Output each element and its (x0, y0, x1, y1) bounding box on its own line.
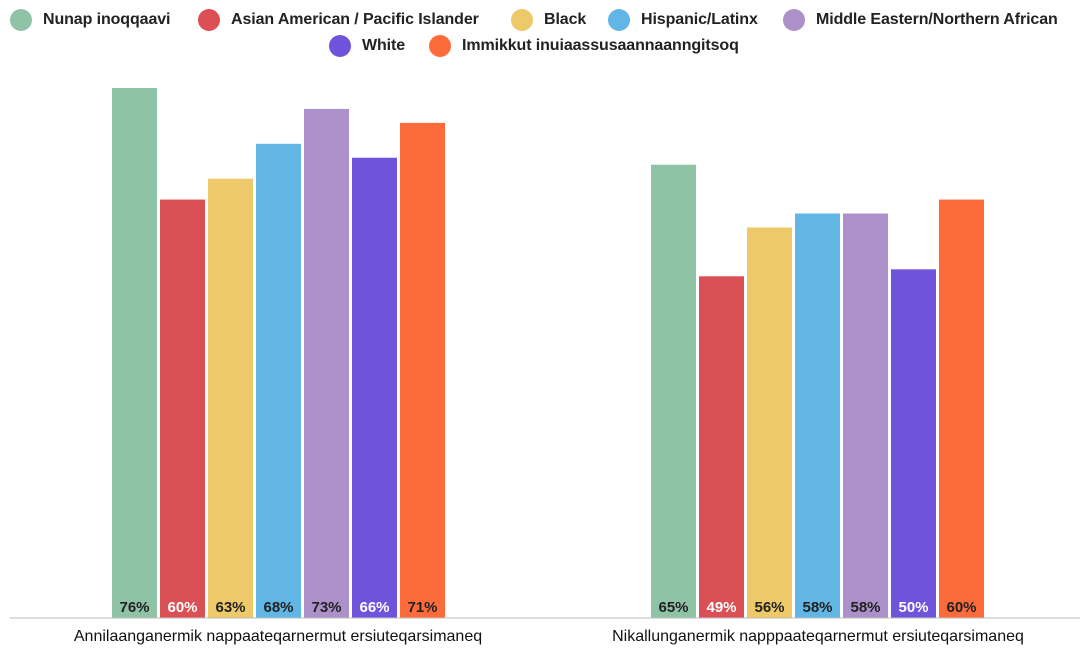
data-label-0-1: 60% (167, 599, 197, 616)
category-label-1: Nikallunganermik napppaateqarnermut ersi… (612, 628, 1024, 645)
data-label-0-0: 76% (119, 599, 149, 616)
legend-swatch (329, 35, 351, 57)
legend-swatch (608, 9, 630, 31)
legend-item-immikkut-inuiaassusaannaanngitsoq: Immikkut inuiaassusaannaanngitsoq (429, 32, 739, 60)
legend-item-black: Black (511, 6, 586, 34)
bar-1-5 (891, 269, 936, 618)
bar-0-0 (112, 88, 157, 618)
bar-0-2 (208, 178, 253, 618)
legend-label: Middle Eastern/Northern African (816, 11, 1058, 28)
bar-0-3 (256, 143, 301, 618)
data-label-0-3: 68% (263, 599, 293, 616)
data-label-1-4: 58% (850, 599, 880, 616)
bar-1-1 (699, 276, 744, 618)
data-label-1-2: 56% (754, 599, 784, 616)
data-label-0-6: 71% (407, 599, 437, 616)
data-label-1-5: 50% (898, 599, 928, 616)
legend-swatch (511, 9, 533, 31)
category-label-0: Annilaanganermik nappaateqarnermut ersiu… (74, 628, 482, 645)
bar-1-2 (747, 227, 792, 618)
data-label-1-0: 65% (658, 599, 688, 616)
legend-label: White (362, 37, 406, 54)
data-label-1-3: 58% (802, 599, 832, 616)
legend-swatch (783, 9, 805, 31)
legend-label: Asian American / Pacific Islander (231, 11, 479, 28)
legend-label: Black (544, 11, 587, 28)
legend-item-middle-eastern-northern-african: Middle Eastern/Northern African (783, 6, 1058, 34)
bar-1-3 (795, 213, 840, 619)
legend-label: Immikkut inuiaassusaannaanngitsoq (462, 37, 739, 54)
bar-1-4 (843, 213, 888, 619)
bar-0-4 (304, 108, 349, 618)
data-label-0-4: 73% (311, 599, 341, 616)
bar-1-0 (651, 164, 696, 619)
legend-swatch (198, 9, 220, 31)
data-label-1-6: 60% (946, 599, 976, 616)
data-label-0-2: 63% (215, 599, 245, 616)
legend-swatch (429, 35, 451, 57)
legend-item-asian-american-pacific-islander: Asian American / Pacific Islander (198, 6, 479, 34)
legend-row-2: White Immikkut inuiaassusaannaanngitsoq (0, 32, 1080, 60)
legend-item-hispanic-latinx: Hispanic/Latinx (608, 6, 758, 34)
legend-label: Nunap inoqqaavi (43, 11, 171, 28)
data-labels-layer: 76% 65% 60% 49% 63% 56% 68% 58% 73% 58% 66% 50% 71% 6… (119, 599, 976, 616)
data-label-0-5: 66% (359, 599, 389, 616)
legend-row-1: Nunap inoqqaavi Asian American / Pacific… (0, 6, 1080, 34)
bar-1-6 (939, 199, 984, 618)
bars-layer (112, 88, 984, 619)
legend-swatch (10, 9, 32, 31)
data-label-1-1: 49% (706, 599, 736, 616)
bar-0-6 (400, 122, 445, 619)
legend-item-white: White (329, 32, 405, 60)
legend-label: Hispanic/Latinx (641, 11, 758, 28)
legend-item-nunap-inoqqaavi: Nunap inoqqaavi (10, 6, 171, 34)
bar-0-5 (352, 157, 397, 618)
bar-0-1 (160, 199, 205, 618)
